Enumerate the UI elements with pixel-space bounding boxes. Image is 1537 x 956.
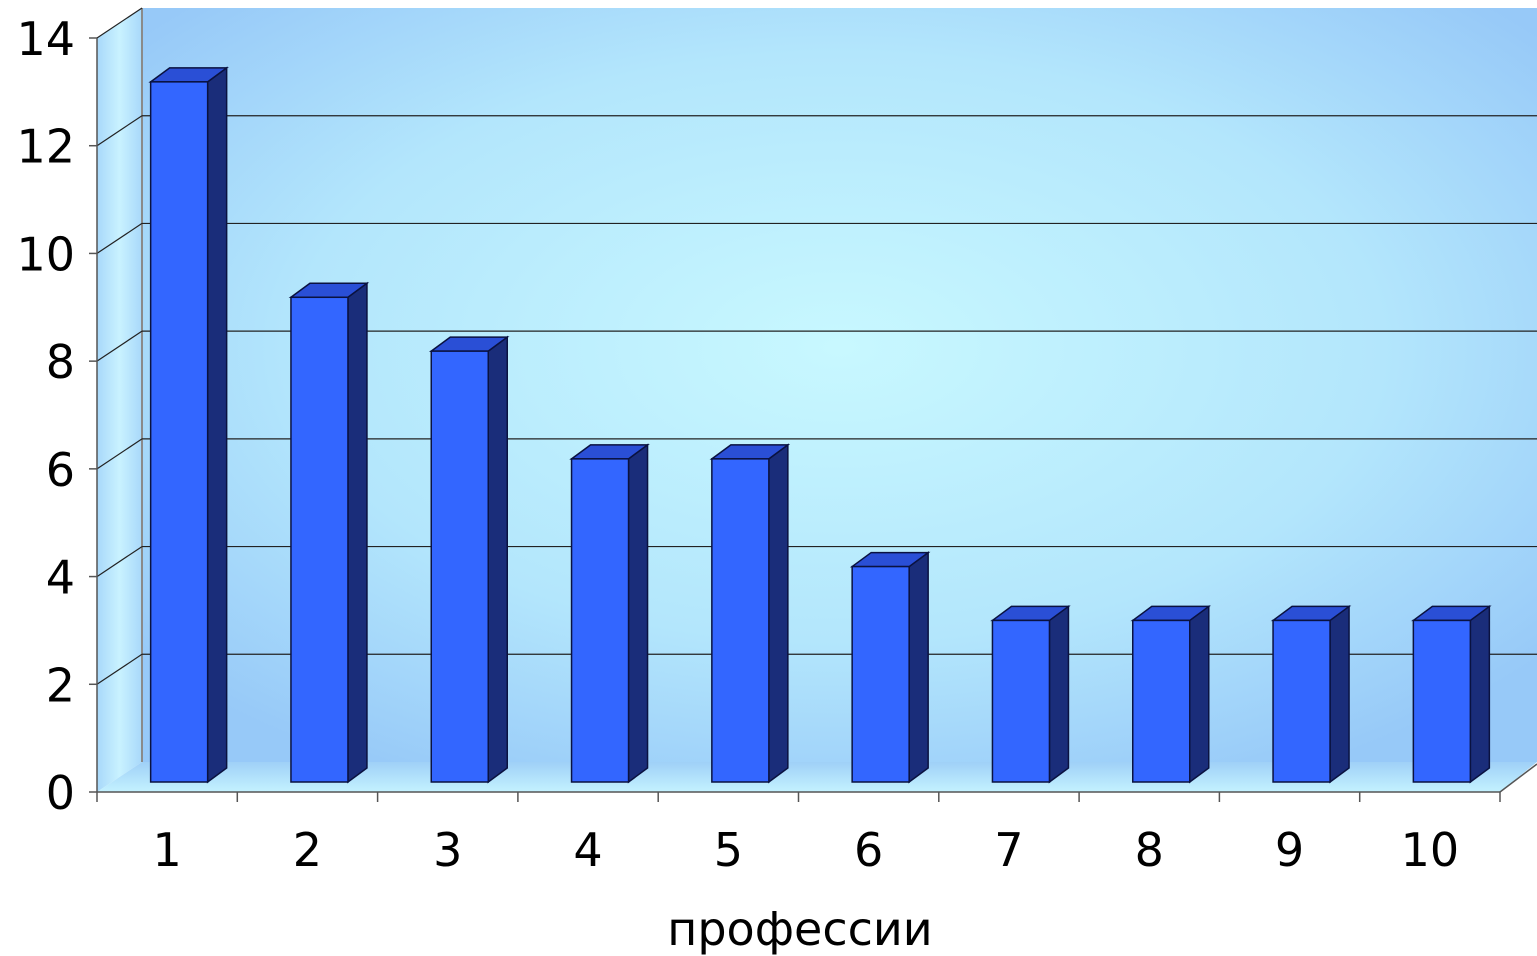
bar-side [206, 66, 228, 784]
x-axis-title: профессии [667, 902, 932, 956]
x-tick-label: 7 [994, 823, 1023, 877]
x-tick-label: 5 [714, 823, 743, 877]
x-tick-labels: 1 2 3 4 5 6 7 8 9 10 [153, 823, 1460, 877]
bar-side [1469, 604, 1491, 784]
bar-front [570, 458, 630, 783]
y-tick-labels: 0 2 4 6 8 10 12 14 [16, 12, 75, 820]
gridlines [96, 7, 1537, 685]
bar-10 [1411, 604, 1492, 784]
side-wall [97, 8, 142, 792]
gridline-side [96, 546, 143, 578]
x-tick-label: 8 [1135, 823, 1164, 877]
bar-side [768, 443, 789, 784]
bar-side [627, 443, 649, 784]
gridline-side [96, 7, 143, 39]
bar-8 [1130, 604, 1212, 784]
bar-1 [148, 66, 229, 784]
y-tick-label: 12 [16, 120, 75, 174]
bar-side [347, 281, 368, 784]
bar-front [1272, 619, 1331, 783]
axes [89, 37, 1537, 802]
floor-edge [1499, 763, 1537, 793]
x-tick-label: 4 [573, 823, 602, 877]
bar-3 [428, 335, 510, 784]
x-tick-label: 3 [433, 823, 462, 877]
y-tick-label: 2 [46, 658, 75, 712]
bar-2 [288, 281, 370, 784]
bar-front [991, 619, 1051, 783]
y-tick-label: 6 [46, 443, 75, 497]
gridline-side [96, 222, 143, 254]
x-tick-label: 10 [1401, 823, 1460, 877]
bar-5 [709, 443, 791, 784]
bar-front [851, 565, 910, 783]
y-tick-label: 0 [46, 766, 75, 820]
gridline-side [96, 330, 143, 362]
bars [148, 66, 1492, 784]
bar-front [711, 458, 770, 783]
x-tick-label: 1 [153, 823, 182, 877]
x-tick-label: 2 [293, 823, 322, 877]
bar-side [1189, 604, 1210, 784]
bar-6 [849, 551, 931, 784]
bar-side [908, 551, 929, 784]
y-tick-label: 14 [16, 12, 75, 66]
gridline-side [96, 115, 143, 147]
bar-9 [1270, 604, 1352, 784]
bar-front [430, 350, 489, 783]
bar-side [487, 335, 508, 784]
bar-7 [990, 604, 1071, 784]
bar-front [290, 296, 349, 783]
bar-side [1329, 604, 1350, 784]
y-tick-label: 10 [16, 227, 75, 281]
x-tick-label: 9 [1275, 823, 1304, 877]
gridline-side [96, 653, 143, 685]
bar-4 [569, 443, 650, 784]
x-tick-label: 6 [854, 823, 883, 877]
gridline-side [96, 438, 143, 470]
bar-side [1048, 604, 1070, 784]
y-tick-label: 8 [46, 335, 75, 389]
bar-front [1132, 619, 1191, 783]
y-tick-label: 4 [46, 551, 75, 605]
bar-front [1412, 619, 1472, 783]
bar-front [149, 81, 209, 783]
